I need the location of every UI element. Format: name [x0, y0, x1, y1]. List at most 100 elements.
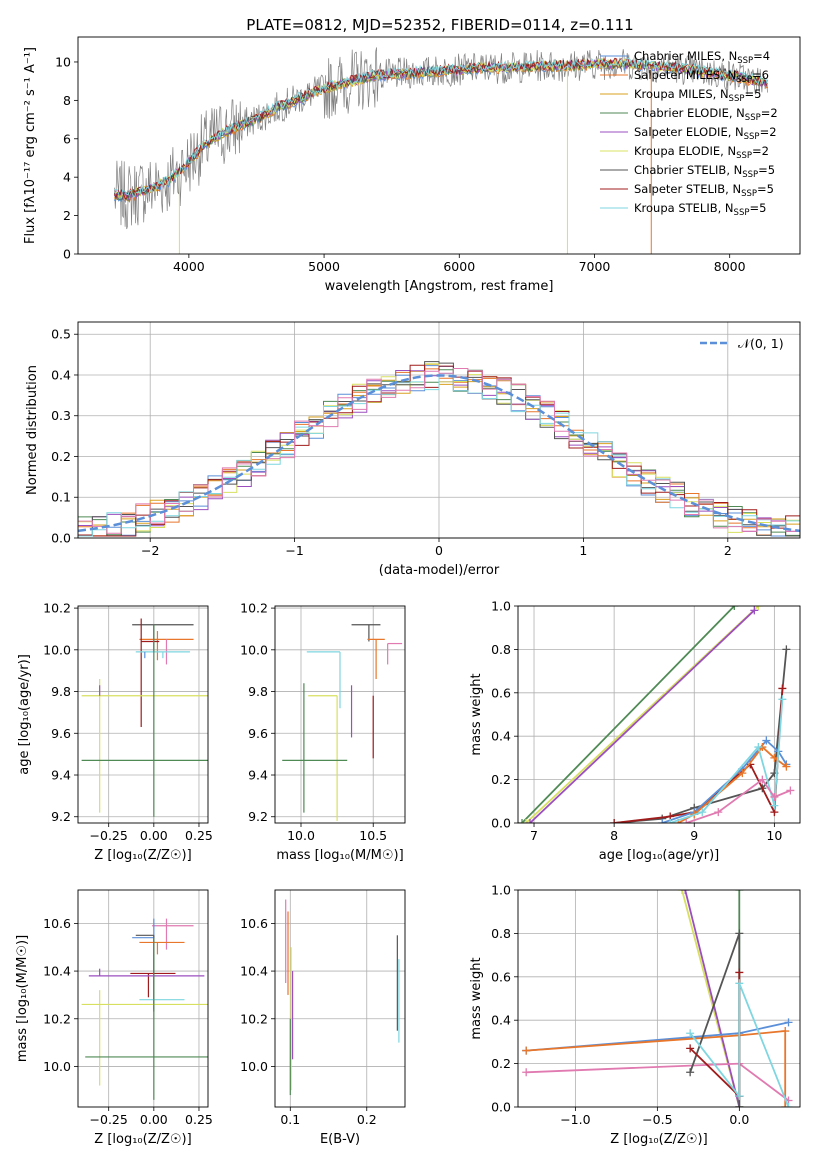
series-marker [666, 819, 675, 823]
y-tick-label: 2 [63, 208, 71, 223]
series-salpeter-miles-line [526, 1030, 787, 1107]
y-tick-label: 6 [63, 131, 71, 146]
legend-label: Chabrier MILES, NSSP=4 [634, 49, 770, 66]
y-tick-label: 0.0 [51, 531, 71, 546]
series-marker [714, 808, 723, 817]
y-tick-label: 9.6 [51, 726, 71, 741]
series-marker [686, 1068, 695, 1077]
y-tick-label: 10.0 [240, 642, 268, 657]
series-marker [738, 769, 747, 778]
y-tick-label: 10.2 [43, 601, 71, 616]
legend-label: Salpeter MILES, NSSP=6 [634, 68, 769, 85]
legend-label-main: Kroupa STELIB, N [634, 201, 734, 215]
series-marker [781, 1103, 790, 1107]
y-tick-label: 10.4 [240, 964, 268, 979]
y-tick-label: 10.6 [240, 916, 268, 931]
y-tick-label: 0.0 [491, 1100, 511, 1115]
series-marker [735, 929, 744, 938]
series-marker [658, 819, 667, 823]
y-tick-label: 9.4 [248, 768, 268, 783]
x-tick-label: −0.25 [90, 828, 128, 843]
y-axis-label: mass [log₁₀(M/M☉)] [15, 935, 30, 1062]
y-tick-label: 0.4 [51, 367, 71, 382]
y-tick-label: 10.0 [43, 642, 71, 657]
series-salpeter-elodie-line [529, 609, 755, 823]
y-tick-label: 10 [55, 54, 71, 69]
y-tick-label: 9.8 [248, 684, 268, 699]
y-axis-label: Flux [fλ10⁻¹⁷ erg cm⁻² s⁻¹ A⁻¹] [23, 47, 38, 244]
y-axis-label: age [log₁₀(age/yr)] [17, 654, 32, 775]
plot-frame [274, 605, 406, 824]
x-axis-label: Z [log₁₀(Z/Z☉)] [94, 1132, 191, 1147]
spectrum-panel: 4000 5000 6000 7000 8000 0 2 4 6 8 10 wavelength [A… [23, 36, 801, 294]
legend-label-main: Salpeter MILES, N [634, 68, 736, 82]
age-vs-mass-panel: 10.0 10.5 9.2 9.4 9.6 9.8 10.0 10.2 mass [log₁₀(… [240, 601, 406, 863]
plot-area [114, 47, 769, 254]
legend-label-sub: SSP [745, 113, 761, 123]
series-marker [754, 743, 763, 752]
series-kroupa-stelib-line [689, 982, 790, 1107]
y-tick-label: 10.4 [43, 964, 71, 979]
x-axis-label: mass [log₁₀(M/M☉)] [276, 848, 403, 863]
x-tick-label: 10.0 [287, 828, 315, 843]
series-marker [778, 695, 787, 704]
y-tick-label: 9.4 [51, 768, 71, 783]
series-marker [682, 819, 691, 823]
legend-label: Kroupa ELODIE, NSSP=2 [634, 144, 769, 161]
series-marker [522, 1046, 531, 1055]
legend-label-main: Salpeter ELODIE, N [634, 125, 744, 139]
x-axis-label: (data-model)/error [379, 563, 500, 578]
legend-label-main: Kroupa ELODIE, N [634, 144, 736, 158]
x-tick-label: 0.0 [729, 1112, 749, 1127]
y-axis-label: mass weight [469, 673, 484, 755]
y-tick-label: 9.8 [51, 684, 71, 699]
y-tick-label: 0.2 [51, 449, 71, 464]
legend-label-suffix: =6 [752, 68, 769, 82]
series-marker [770, 801, 779, 810]
y-tick-label: 1.0 [491, 599, 511, 614]
series-marker [754, 606, 763, 610]
plot-area [285, 899, 400, 1096]
legend-label-sub: SSP [741, 189, 757, 199]
plot-area [522, 890, 793, 1107]
x-axis-label: Z [log₁₀(Z/Z☉)] [610, 1132, 707, 1147]
series-marker [762, 736, 771, 745]
legend-label-sub: SSP [742, 170, 758, 180]
x-tick-label: 8000 [714, 259, 746, 274]
y-tick-label: 10.6 [43, 916, 71, 931]
legend-label-sub: SSP [734, 208, 750, 218]
y-tick-label: 0.1 [51, 490, 71, 505]
x-tick-label: 10.5 [359, 828, 387, 843]
legend-label-suffix: =5 [758, 163, 775, 177]
legend-label-sub: SSP [737, 56, 753, 66]
plot-area [81, 918, 208, 1100]
x-tick-label: 1 [579, 543, 587, 558]
legend-label-main: Chabrier ELODIE, N [634, 106, 745, 120]
age-vs-metallicity-panel: −0.25 0.00 0.25 9.2 9.4 9.6 9.8 10.0 10.2 Z [log₁… [17, 601, 213, 863]
legend-label-main: Kroupa MILES, N [634, 87, 729, 101]
plot-area [81, 618, 208, 817]
x-axis-label: Z [log₁₀(Z/Z☉)] [94, 848, 191, 863]
x-tick-label: −2 [141, 543, 159, 558]
series-marker [778, 684, 787, 693]
plot-frame [77, 889, 209, 1108]
series-marker [735, 890, 744, 894]
series-marker [786, 786, 795, 795]
series-marker [781, 1027, 790, 1036]
series-salpeter-elodie-line [684, 890, 741, 1107]
y-tick-label: 0.0 [491, 816, 511, 831]
plot-frame [77, 321, 801, 539]
model-spectrum-kroupa-elodie [114, 57, 768, 200]
x-axis-label: E(B-V) [320, 1132, 360, 1147]
series-marker [518, 819, 527, 823]
y-tick-label: 10.2 [240, 601, 268, 616]
plot-area [78, 361, 800, 537]
series-marker [686, 1044, 695, 1053]
series-chabrier-elodie-line [521, 606, 735, 823]
series-chabrier-miles-line [661, 739, 788, 823]
series-marker [522, 1068, 531, 1077]
x-tick-label: 0.00 [140, 828, 168, 843]
series-marker [784, 1018, 793, 1027]
legend-label-suffix: =2 [752, 144, 769, 158]
series-marker [750, 606, 759, 615]
